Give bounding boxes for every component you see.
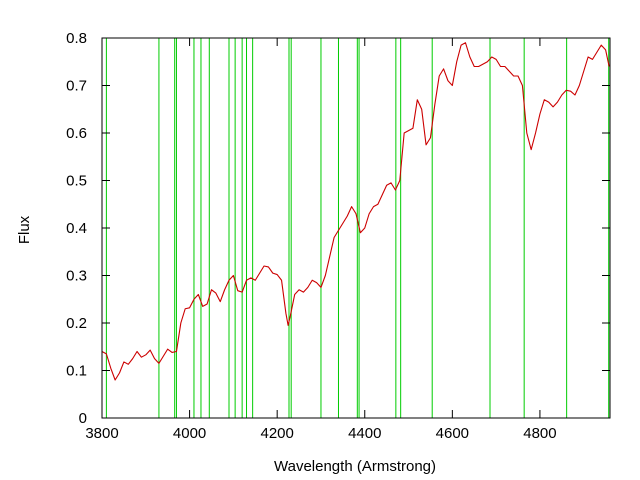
y-tick-label: 0.8 [66,30,87,47]
plot-frame [101,37,611,419]
x-tick-label: 4800 [523,425,556,442]
x-tick-label: 4200 [260,425,293,442]
y-tick-label: 0.1 [66,363,87,380]
x-axis-label: Wavelength (Armstrong) [274,458,436,475]
x-axis-ticks: 3800 4000 4200 4400 4600 4800 [85,38,557,442]
x-tick-label: 4400 [348,425,381,442]
y-tick-label: 0.7 [66,78,87,95]
x-tick-label: 4000 [173,425,206,442]
y-tick-label: 0.6 [66,125,87,142]
y-tick-label: 0.5 [66,173,87,190]
x-tick-label: 4600 [436,425,469,442]
y-axis-ticks: 0 0.1 0.2 0.3 0.4 0.5 0.6 0.7 0.8 [66,30,610,427]
flux-series-line [101,42,610,381]
y-tick-label: 0.3 [66,268,87,285]
x-tick-label: 3800 [85,425,118,442]
y-tick-label: 0.4 [66,220,87,237]
series-group [101,42,610,381]
y-tick-label: 0.2 [66,315,87,332]
y-axis-label: Flux [16,215,33,244]
y-tick-label: 0 [79,410,87,427]
spectral-line-markers [105,38,610,418]
